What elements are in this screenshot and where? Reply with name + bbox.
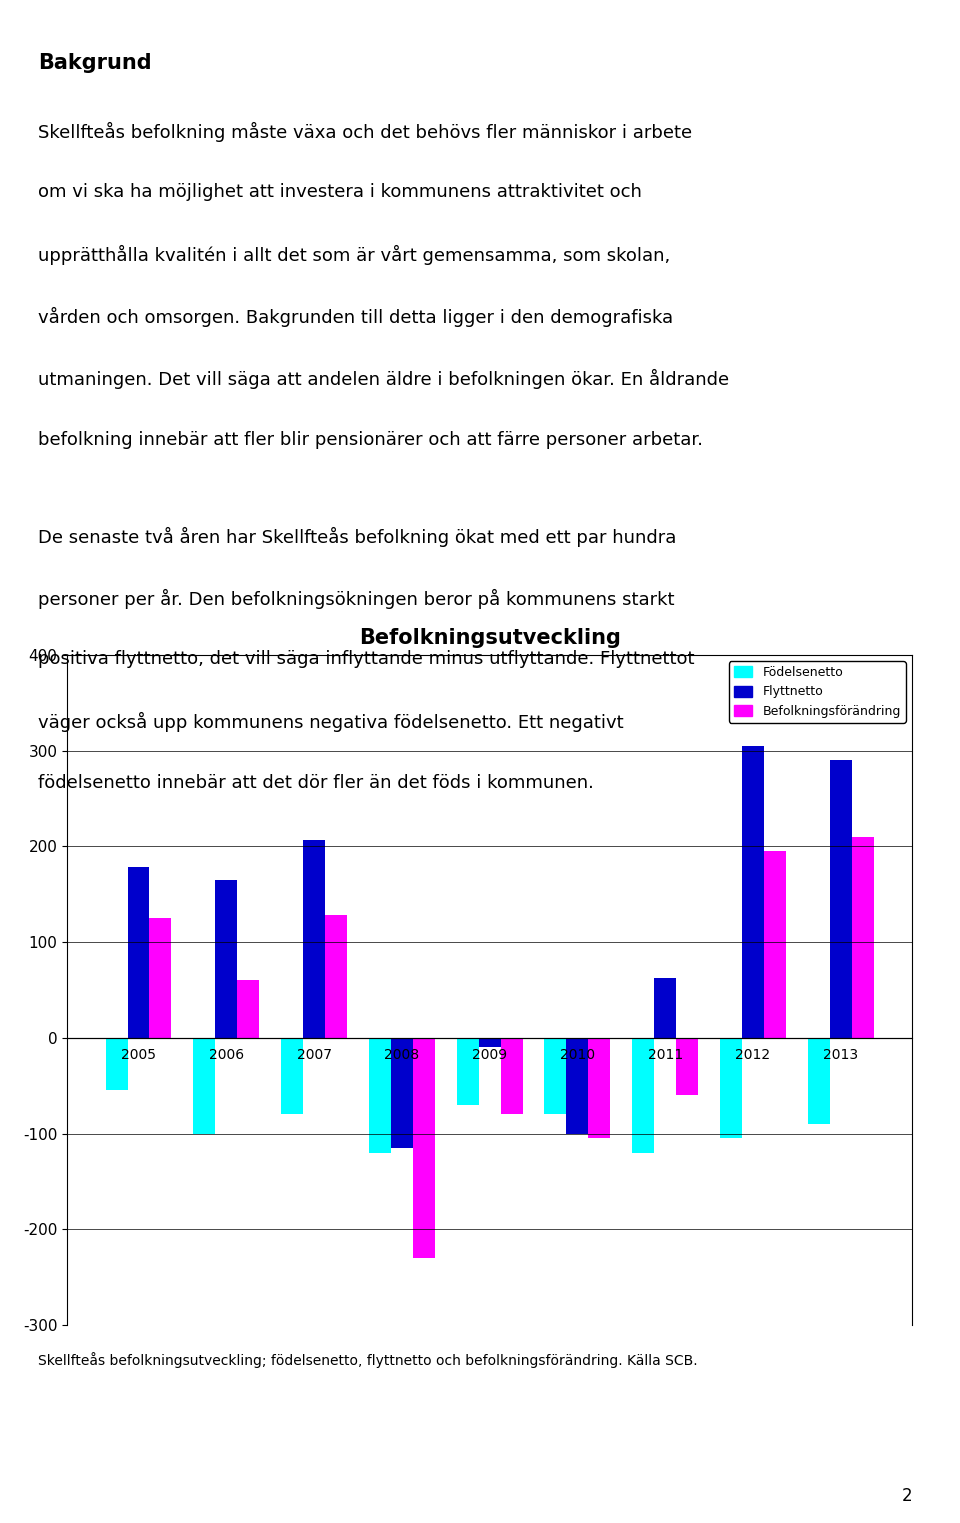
Text: positiva flyttnetto, det vill säga inflyttande minus utflyttande. Flyttnettot: positiva flyttnetto, det vill säga infly… bbox=[38, 650, 695, 669]
Bar bbox=[633, 1037, 654, 1153]
Text: Skellfteås befolkningsutveckling; födelsenetto, flyttnetto och befolkningsföränd: Skellfteås befolkningsutveckling; födels… bbox=[38, 1352, 698, 1368]
Bar bbox=[128, 868, 150, 1037]
Text: om vi ska ha möjlighet att investera i kommunens attraktivitet och: om vi ska ha möjlighet att investera i k… bbox=[38, 183, 642, 201]
Legend: Födelsenetto, Flyttnetto, Befolkningsförändring: Födelsenetto, Flyttnetto, Befolkningsför… bbox=[729, 661, 905, 722]
Text: födelsenetto innebär att det dör fler än det föds i kommunen.: födelsenetto innebär att det dör fler än… bbox=[38, 774, 594, 792]
Bar bbox=[566, 1037, 588, 1133]
Bar bbox=[215, 880, 237, 1037]
Text: Skellfteås befolkning måste växa och det behövs fler människor i arbete: Skellfteås befolkning måste växa och det… bbox=[38, 122, 692, 142]
Text: väger också upp kommunens negativa födelsenetto. Ett negativt: väger också upp kommunens negativa födel… bbox=[38, 713, 624, 733]
Bar bbox=[303, 839, 325, 1037]
Bar bbox=[544, 1037, 566, 1115]
Text: personer per år. Den befolkningsökningen beror på kommunens starkt: personer per år. Den befolkningsökningen… bbox=[38, 588, 675, 609]
Bar bbox=[325, 915, 347, 1037]
Bar bbox=[193, 1037, 215, 1133]
Bar bbox=[807, 1037, 829, 1124]
Text: befolkning innebär att fler blir pensionärer och att färre personer arbetar.: befolkning innebär att fler blir pension… bbox=[38, 431, 704, 449]
Text: De senaste två åren har Skellfteås befolkning ökat med ett par hundra: De senaste två åren har Skellfteås befol… bbox=[38, 527, 677, 547]
Text: upprätthålla kvalitén i allt det som är vårt gemensamma, som skolan,: upprätthålla kvalitén i allt det som är … bbox=[38, 245, 671, 265]
Text: utmaningen. Det vill säga att andelen äldre i befolkningen ökar. En åldrande: utmaningen. Det vill säga att andelen äl… bbox=[38, 369, 730, 388]
Bar bbox=[281, 1037, 303, 1115]
Bar bbox=[676, 1037, 698, 1095]
Bar bbox=[237, 981, 259, 1037]
Text: vården och omsorgen. Bakgrunden till detta ligger i den demografiska: vården och omsorgen. Bakgrunden till det… bbox=[38, 308, 674, 327]
Bar bbox=[588, 1037, 611, 1138]
Bar bbox=[829, 760, 852, 1037]
Bar bbox=[479, 1037, 500, 1048]
Bar bbox=[150, 918, 172, 1037]
Bar bbox=[764, 851, 786, 1037]
Bar bbox=[369, 1037, 391, 1153]
Text: 2: 2 bbox=[901, 1486, 912, 1505]
Bar bbox=[391, 1037, 413, 1148]
Bar bbox=[500, 1037, 522, 1115]
Title: Befolkningsutveckling: Befolkningsutveckling bbox=[359, 627, 620, 647]
Text: Bakgrund: Bakgrund bbox=[38, 53, 152, 73]
Bar bbox=[720, 1037, 742, 1138]
Bar bbox=[457, 1037, 479, 1104]
Bar bbox=[654, 978, 676, 1037]
Bar bbox=[852, 836, 874, 1037]
Bar bbox=[742, 746, 764, 1037]
Bar bbox=[413, 1037, 435, 1258]
Bar bbox=[106, 1037, 128, 1090]
